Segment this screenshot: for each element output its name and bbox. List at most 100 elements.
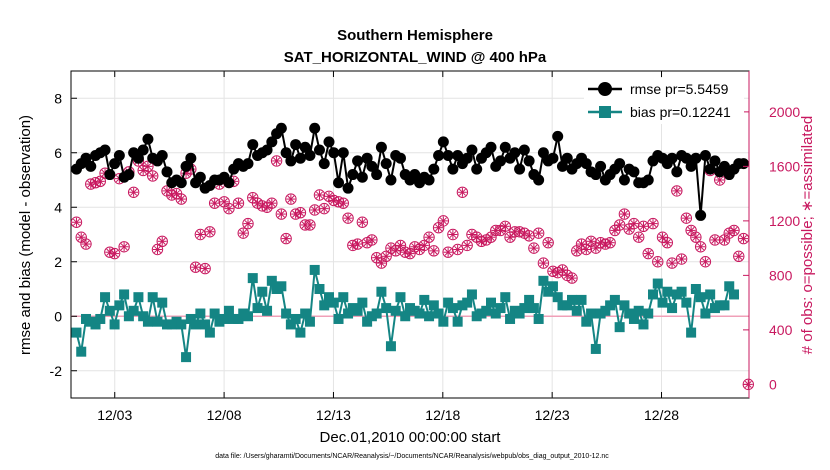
obs-possible-marker [118,241,130,253]
rmse-point [580,158,592,170]
bias-point [252,303,263,314]
obs-assimilated-marker [572,246,582,256]
obs-assimilated-marker [253,198,263,208]
obs-assimilated-marker [376,258,386,268]
bias-point [295,327,306,338]
bias-point [281,308,292,319]
bias-point [185,313,196,324]
x-axis-label: Dec.01,2010 00:00:00 start [320,429,502,446]
rmse-point [275,122,287,134]
rmse-point [709,155,721,167]
obs-possible-marker [270,155,283,167]
obs-assimilated-marker [448,230,458,239]
x-tick-label: 12/13 [316,407,351,423]
obs-possible-marker [451,243,464,256]
obs-assimilated-marker [634,232,644,242]
obs-assimilated-marker [600,239,610,249]
bias-point [528,303,539,314]
bias-point [619,300,630,311]
obs-assimilated-marker [129,187,139,197]
legend: rmse pr=5.5459 bias pr=0.12241 [584,78,744,124]
obs-assimilated-marker [81,239,91,249]
obs-assimilated-marker [586,236,596,246]
bias-point [490,308,501,319]
rmse-point [466,144,478,156]
bias-point [257,286,268,297]
obs-assimilated-marker [462,240,472,250]
obs-assimilated-marker [500,221,510,231]
obs-assimilated-marker [700,257,710,267]
rmse-point [394,152,406,164]
bias-point [495,303,506,314]
rmse-point [347,169,359,181]
obs-assimilated-marker [310,205,320,215]
obs-assimilated-marker [653,257,663,267]
rmse-point [595,160,607,172]
rmse-point [695,209,707,221]
bias-point [195,308,206,319]
obs-assimilated-marker [605,238,615,248]
obs-assimilated-marker [691,232,701,242]
bias-point [233,313,244,324]
obs-assimilated-marker [453,244,463,254]
rmse-point [628,166,640,178]
chart-title-line1: Southern Hemisphere [337,27,493,44]
bias-point [300,308,311,319]
rmse-point [242,158,254,170]
bias-point [571,305,582,316]
bias-point [652,278,663,289]
bias-point [729,289,740,300]
bias-point [362,316,373,327]
rmse-point [699,149,711,161]
obs-assimilated-marker [648,219,658,229]
obs-assimilated-marker [696,242,706,252]
obs-assimilated-marker [672,186,682,196]
bias-point [262,305,273,316]
obs-assimilated-marker [76,232,86,242]
obs-possible-marker [147,170,159,182]
bias-point [381,303,392,314]
obs-assimilated-marker [143,161,153,171]
rmse-point [299,141,311,153]
bias-point [357,297,368,308]
bias-point [204,327,215,338]
bias-point [314,284,325,294]
obs-possible-marker [661,236,673,249]
bias-point [624,308,635,319]
bias-point [352,305,363,316]
obs-assimilated-marker [157,236,167,246]
obs-assimilated-marker [362,238,372,248]
rmse-point [137,144,149,156]
obs-assimilated-marker [191,262,201,272]
bias-point [109,319,120,330]
obs-assimilated-marker [486,232,496,242]
obs-assimilated-marker [224,204,234,214]
bias-point [462,297,473,308]
obs-assimilated-marker [629,219,639,229]
bias-point [538,275,549,286]
bias-point [605,300,616,311]
bias-point [157,297,168,308]
obs-possible-marker [542,236,554,249]
rmse-point [371,169,383,181]
rmse-point [471,163,483,175]
obs-assimilated-marker [710,235,720,245]
obs-assimilated-marker [734,251,744,261]
bias-point [223,305,234,316]
obs-assimilated-marker [305,220,315,230]
obs-possible-marker [699,256,712,268]
obs-assimilated-marker [295,208,305,218]
bias-point [123,311,134,322]
obs-possible-marker [647,217,659,230]
rmse-point [375,141,387,153]
obs-assimilated-marker [638,221,648,231]
rmse-point [385,174,397,186]
rmse-point [485,141,497,153]
bias-point [319,300,330,311]
bias-point [614,322,625,333]
bias-point [505,313,516,324]
bias-point [219,313,230,324]
rmse-point [352,155,364,167]
obs-assimilated-marker [405,249,415,259]
